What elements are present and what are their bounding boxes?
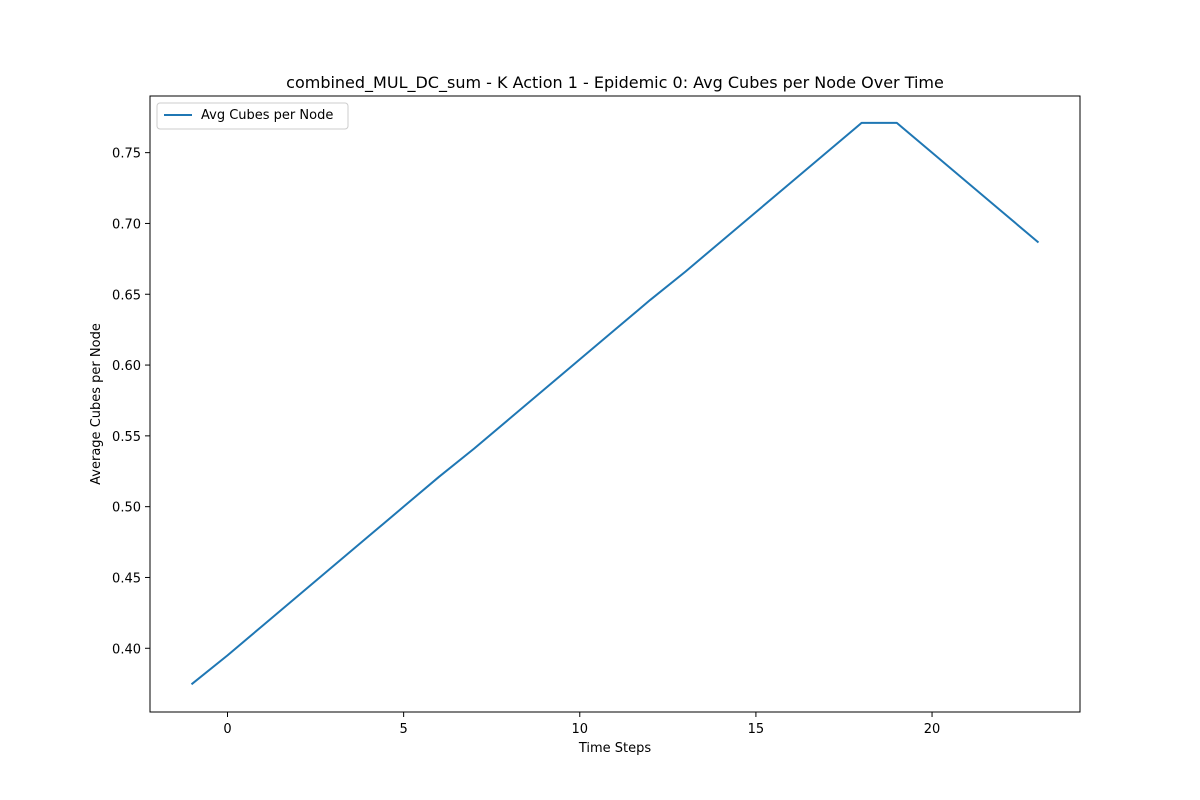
- y-tick-label: 0.55: [112, 430, 141, 445]
- y-axis: 0.40 0.45 0.50 0.55 0.60 0.65 0.70 0.75: [112, 147, 150, 657]
- y-tick-label: 0.60: [112, 359, 141, 374]
- y-tick-label: 0.70: [112, 217, 141, 232]
- x-tick-label: 20: [924, 722, 941, 737]
- chart-title: combined_MUL_DC_sum - K Action 1 - Epide…: [286, 73, 944, 93]
- y-tick-label: 0.40: [112, 642, 141, 657]
- legend-label-series-0: Avg Cubes per Node: [201, 108, 333, 123]
- legend-box: [156, 102, 349, 130]
- y-axis-title: Average Cubes per Node: [89, 323, 104, 485]
- x-tick-label: 10: [571, 722, 588, 737]
- series-line-0: [190, 121, 1040, 686]
- x-tick-label: 15: [748, 722, 765, 737]
- y-tick-label: 0.45: [112, 571, 141, 586]
- x-axis: 0 5 10 15 20: [223, 712, 940, 737]
- x-axis-title: Time Steps: [578, 741, 652, 756]
- x-tick-label: 5: [399, 722, 407, 737]
- y-tick-label: 0.65: [112, 288, 141, 303]
- y-tick-label: 0.75: [112, 147, 141, 162]
- plot-frame: [149, 95, 1081, 713]
- legend: Avg Cubes per Node: [156, 102, 349, 130]
- y-tick-label: 0.50: [112, 501, 141, 516]
- x-tick-label: 0: [223, 722, 231, 737]
- plot-area: [190, 121, 1040, 686]
